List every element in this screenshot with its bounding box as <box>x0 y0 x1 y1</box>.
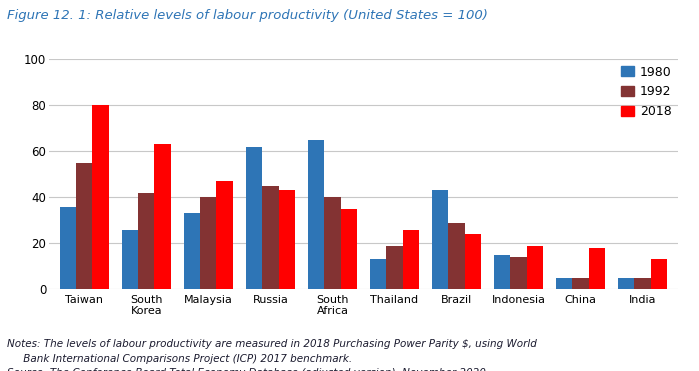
Bar <box>60 207 76 289</box>
Bar <box>92 105 108 289</box>
Bar <box>246 147 262 289</box>
Bar <box>154 144 171 289</box>
Bar <box>432 190 449 289</box>
Bar <box>76 163 92 289</box>
Bar <box>619 278 635 289</box>
Text: Notes: The levels of labour productivity are measured in 2018 Purchasing Power P: Notes: The levels of labour productivity… <box>7 339 537 349</box>
Bar <box>526 246 542 289</box>
Bar <box>449 223 465 289</box>
Bar <box>340 209 356 289</box>
Bar <box>465 234 481 289</box>
Bar <box>122 230 138 289</box>
Bar <box>370 259 387 289</box>
Bar <box>589 248 605 289</box>
Bar <box>324 197 340 289</box>
Bar <box>217 181 233 289</box>
Bar <box>278 190 295 289</box>
Bar <box>635 278 651 289</box>
Bar <box>387 246 403 289</box>
Bar <box>651 259 667 289</box>
Bar <box>510 257 526 289</box>
Text: Source: The Conference Board Total Economy Database (adjusted version), November: Source: The Conference Board Total Econo… <box>7 368 486 371</box>
Bar <box>556 278 572 289</box>
Bar <box>185 213 201 289</box>
Bar <box>403 230 419 289</box>
Bar <box>138 193 154 289</box>
Legend: 1980, 1992, 2018: 1980, 1992, 2018 <box>621 66 672 118</box>
Bar <box>308 140 324 289</box>
Bar <box>262 186 278 289</box>
Bar <box>494 255 510 289</box>
Text: Figure 12. 1: Relative levels of labour productivity (United States = 100): Figure 12. 1: Relative levels of labour … <box>7 9 488 22</box>
Bar <box>572 278 589 289</box>
Text: Bank International Comparisons Project (ICP) 2017 benchmark.: Bank International Comparisons Project (… <box>7 354 352 364</box>
Bar <box>201 197 217 289</box>
